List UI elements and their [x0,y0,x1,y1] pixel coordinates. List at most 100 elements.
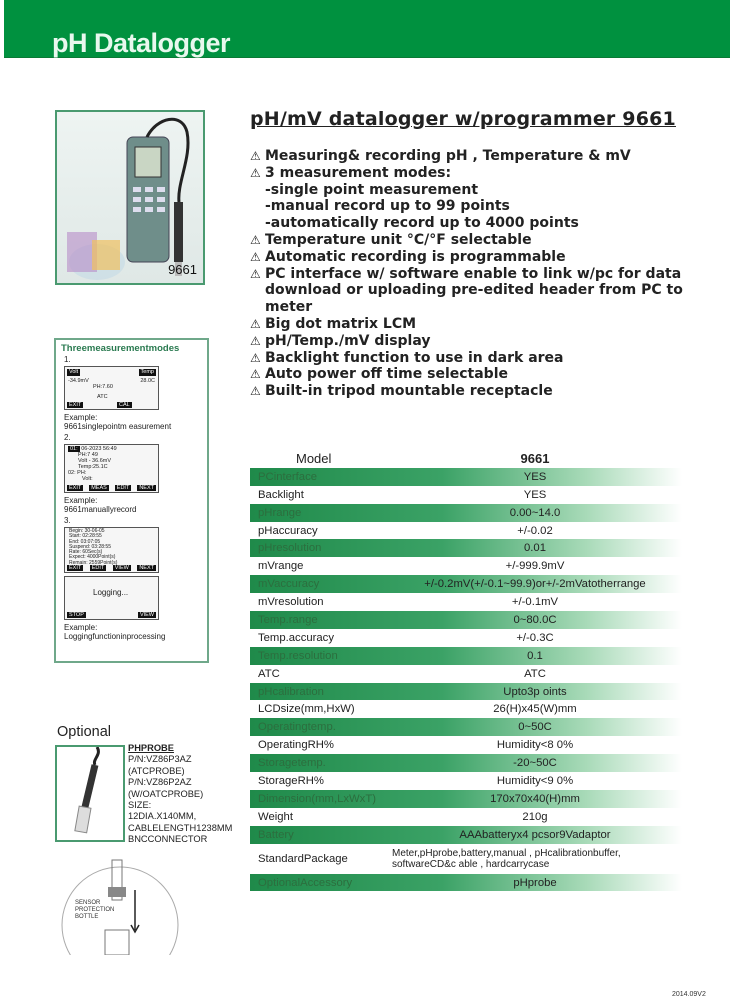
spec-value-line: softwareCD&c able , hardcarrycase [392,858,550,870]
feature-item: ⚠ 3 measurement modes: [250,165,683,182]
bottle-label-line: PROTECTION [75,907,115,913]
spec-row: LCDsize(mm,HxW) 26(H)x45(W)mm [250,700,730,718]
spec-label: Backlight [258,488,304,501]
lcd-text: Remain: 2559Point(s) [69,559,118,566]
spec-label: mVresolution [258,596,324,609]
mode-number: 1. [64,355,71,364]
spec-row: pHaccuracy +/-0.02 [250,522,730,540]
spec-row: PCinterface YES [250,467,730,486]
example-label: Example: [64,413,98,422]
spec-row: pHrange 0.00~14.0 [250,503,730,522]
lcd-text: 06-2023 56:49 [81,446,117,452]
spec-value: 0.1 [527,649,543,662]
spec-value: Upto3p oints [503,685,567,698]
feature-text: Temperature unit °C/°F selectable [265,231,532,248]
spec-row: Battery AAAbatteryx4 pcsor9Vadaptor [250,825,730,844]
model-label: 9661 [168,262,197,277]
lcd-key: MEAS [89,485,109,491]
lcd-text: Volt: [82,476,93,482]
feature-text: -single point measurement [265,181,479,198]
spec-header-label: Model [296,451,332,467]
lcd-text: Logging... [93,588,129,597]
bottle-label-line: SENSOR [75,900,101,906]
spec-header-row: Model 9661 [250,450,730,468]
lcd-text: PH:7.60 [93,384,113,390]
spec-row: OptionalAccessory pHprobe [250,873,730,892]
feature-text: Auto power off time selectable [265,366,508,383]
spec-value: YES [523,470,547,483]
feature-text: PC interface w/ software enable to link … [265,265,682,282]
lcd-key: CAL [117,401,132,408]
spec-label: Weight [258,810,293,823]
lcd-text: -34.9mV [68,378,89,384]
feature-text: Big dot matrix LCM [265,315,417,332]
spec-row: Temp.accuracy +/-0.3C [250,629,730,647]
optional-title: Optional [57,724,112,740]
probe-spec-line: SIZE: [128,800,152,811]
lcd-key: VIEW [137,611,156,618]
spec-label: mVaccuracy [258,578,320,591]
spec-value: +/-0.1mV [511,596,559,609]
version-footer: 2014.09V2 [672,991,706,998]
spec-value: 0.01 [524,542,546,555]
lcd-screen-auto: Begin: 30-06-05 Start: 02:28:55 End: 03:07… [64,527,159,573]
warning-triangle-icon: ⚠ [250,165,261,180]
feature-item: ⚠ Automatic recording is programmable [250,249,683,266]
lcd-text: Rate: 60Sec(s) [69,549,103,556]
feature-text: meter [265,299,313,316]
spec-value: +/-0.02 [517,524,553,537]
feature-item: ⚠ Backlight function to use in dark area [250,350,683,367]
lcd-key: Temp [138,369,156,376]
spec-label: Storagetemp. [258,757,326,770]
probe-spec-line: P/N:VZ86P2AZ [128,777,192,788]
lcd-key: NEXT [137,485,156,491]
spec-label: Operatingtemp. [258,721,336,734]
bottle-label: SENSOR PROTECTION BOTTLE [75,900,114,921]
feature-item: ⚠ Auto power off time selectable [250,366,683,383]
lcd-text: PH:7 49 [78,452,98,458]
spec-label: StandardPackage [258,852,348,865]
product-image: 9661 [55,110,205,285]
mode-number: 2. [64,433,71,442]
lcd-key: EDIT [114,485,132,491]
spec-label: OptionalAccessory [258,876,353,889]
spec-row: Storagetemp. -20~50C [250,754,730,773]
spec-row: OperatingRH% Humidity<8 0% [250,736,730,754]
warning-triangle-icon: ⚠ [250,232,261,247]
spec-value: +/-0.2mV(+/-0.1~99.9)or+/-2mVatotherrang… [424,578,646,591]
feature-text: Backlight function to use in dark area [265,349,564,366]
feature-text: -manual record up to 99 points [265,198,510,215]
example-label: Example: [64,623,98,632]
lcd-key: EXIT [67,401,84,408]
spec-label: LCDsize(mm,HxW) [258,703,355,716]
page-title: pH Datalogger [52,28,231,58]
spec-value: +/-999.9mV [505,560,565,573]
spec-row: Temp.resolution 0.1 [250,646,730,665]
spec-header-value: 9661 [520,451,550,467]
spec-row: Weight 210g [250,808,730,826]
spec-row: StorageRH% Humidity<9 0% [250,772,730,790]
feature-text: -automatically record up to 4000 points [265,215,579,232]
spec-value: 210g [522,810,548,823]
spec-label: StorageRH% [258,774,324,787]
feature-item: -single point measurement [250,182,683,199]
lcd-text: Begin: 30-06-05 [69,528,105,534]
spec-value-line: Meter,pHprobe,battery,manual , pHcalibra… [392,847,621,859]
lcd-key: EDIT [89,564,107,571]
warning-triangle-icon: ⚠ [250,249,261,264]
probe-spec-line: BNCCONNECTOR [128,834,208,845]
modes-title: Threemeasurementmodes [61,343,180,354]
spec-label: ATC [258,667,280,680]
probe-spec-line: (ATCPROBE) [128,765,185,776]
ph-probe-illustration [74,746,100,834]
probe-details: PHPROBE P/N:VZ86P3AZ (ATCPROBE) P/N:VZ86P2… [128,743,232,846]
lcd-screen-single: Volt Temp -34.9mV 28.0C PH:7.60 ATC EXIT… [64,366,159,410]
spec-table: Model 9661 PCinterface YES Backlight YES pHr… [250,450,730,892]
lcd-text: 02: PH: [68,470,87,476]
spec-value: 170x70x40(H)mm [490,792,580,805]
spec-row: StandardPackage Meter,pHprobe,battery,man… [250,844,730,874]
spec-value: Humidity<9 0% [496,774,574,787]
lcd-text: Start: 02:28:55 [69,533,102,540]
spec-label: pHrange [258,506,302,519]
probe-spec-line: 12DIA.X140MM, [128,811,197,822]
